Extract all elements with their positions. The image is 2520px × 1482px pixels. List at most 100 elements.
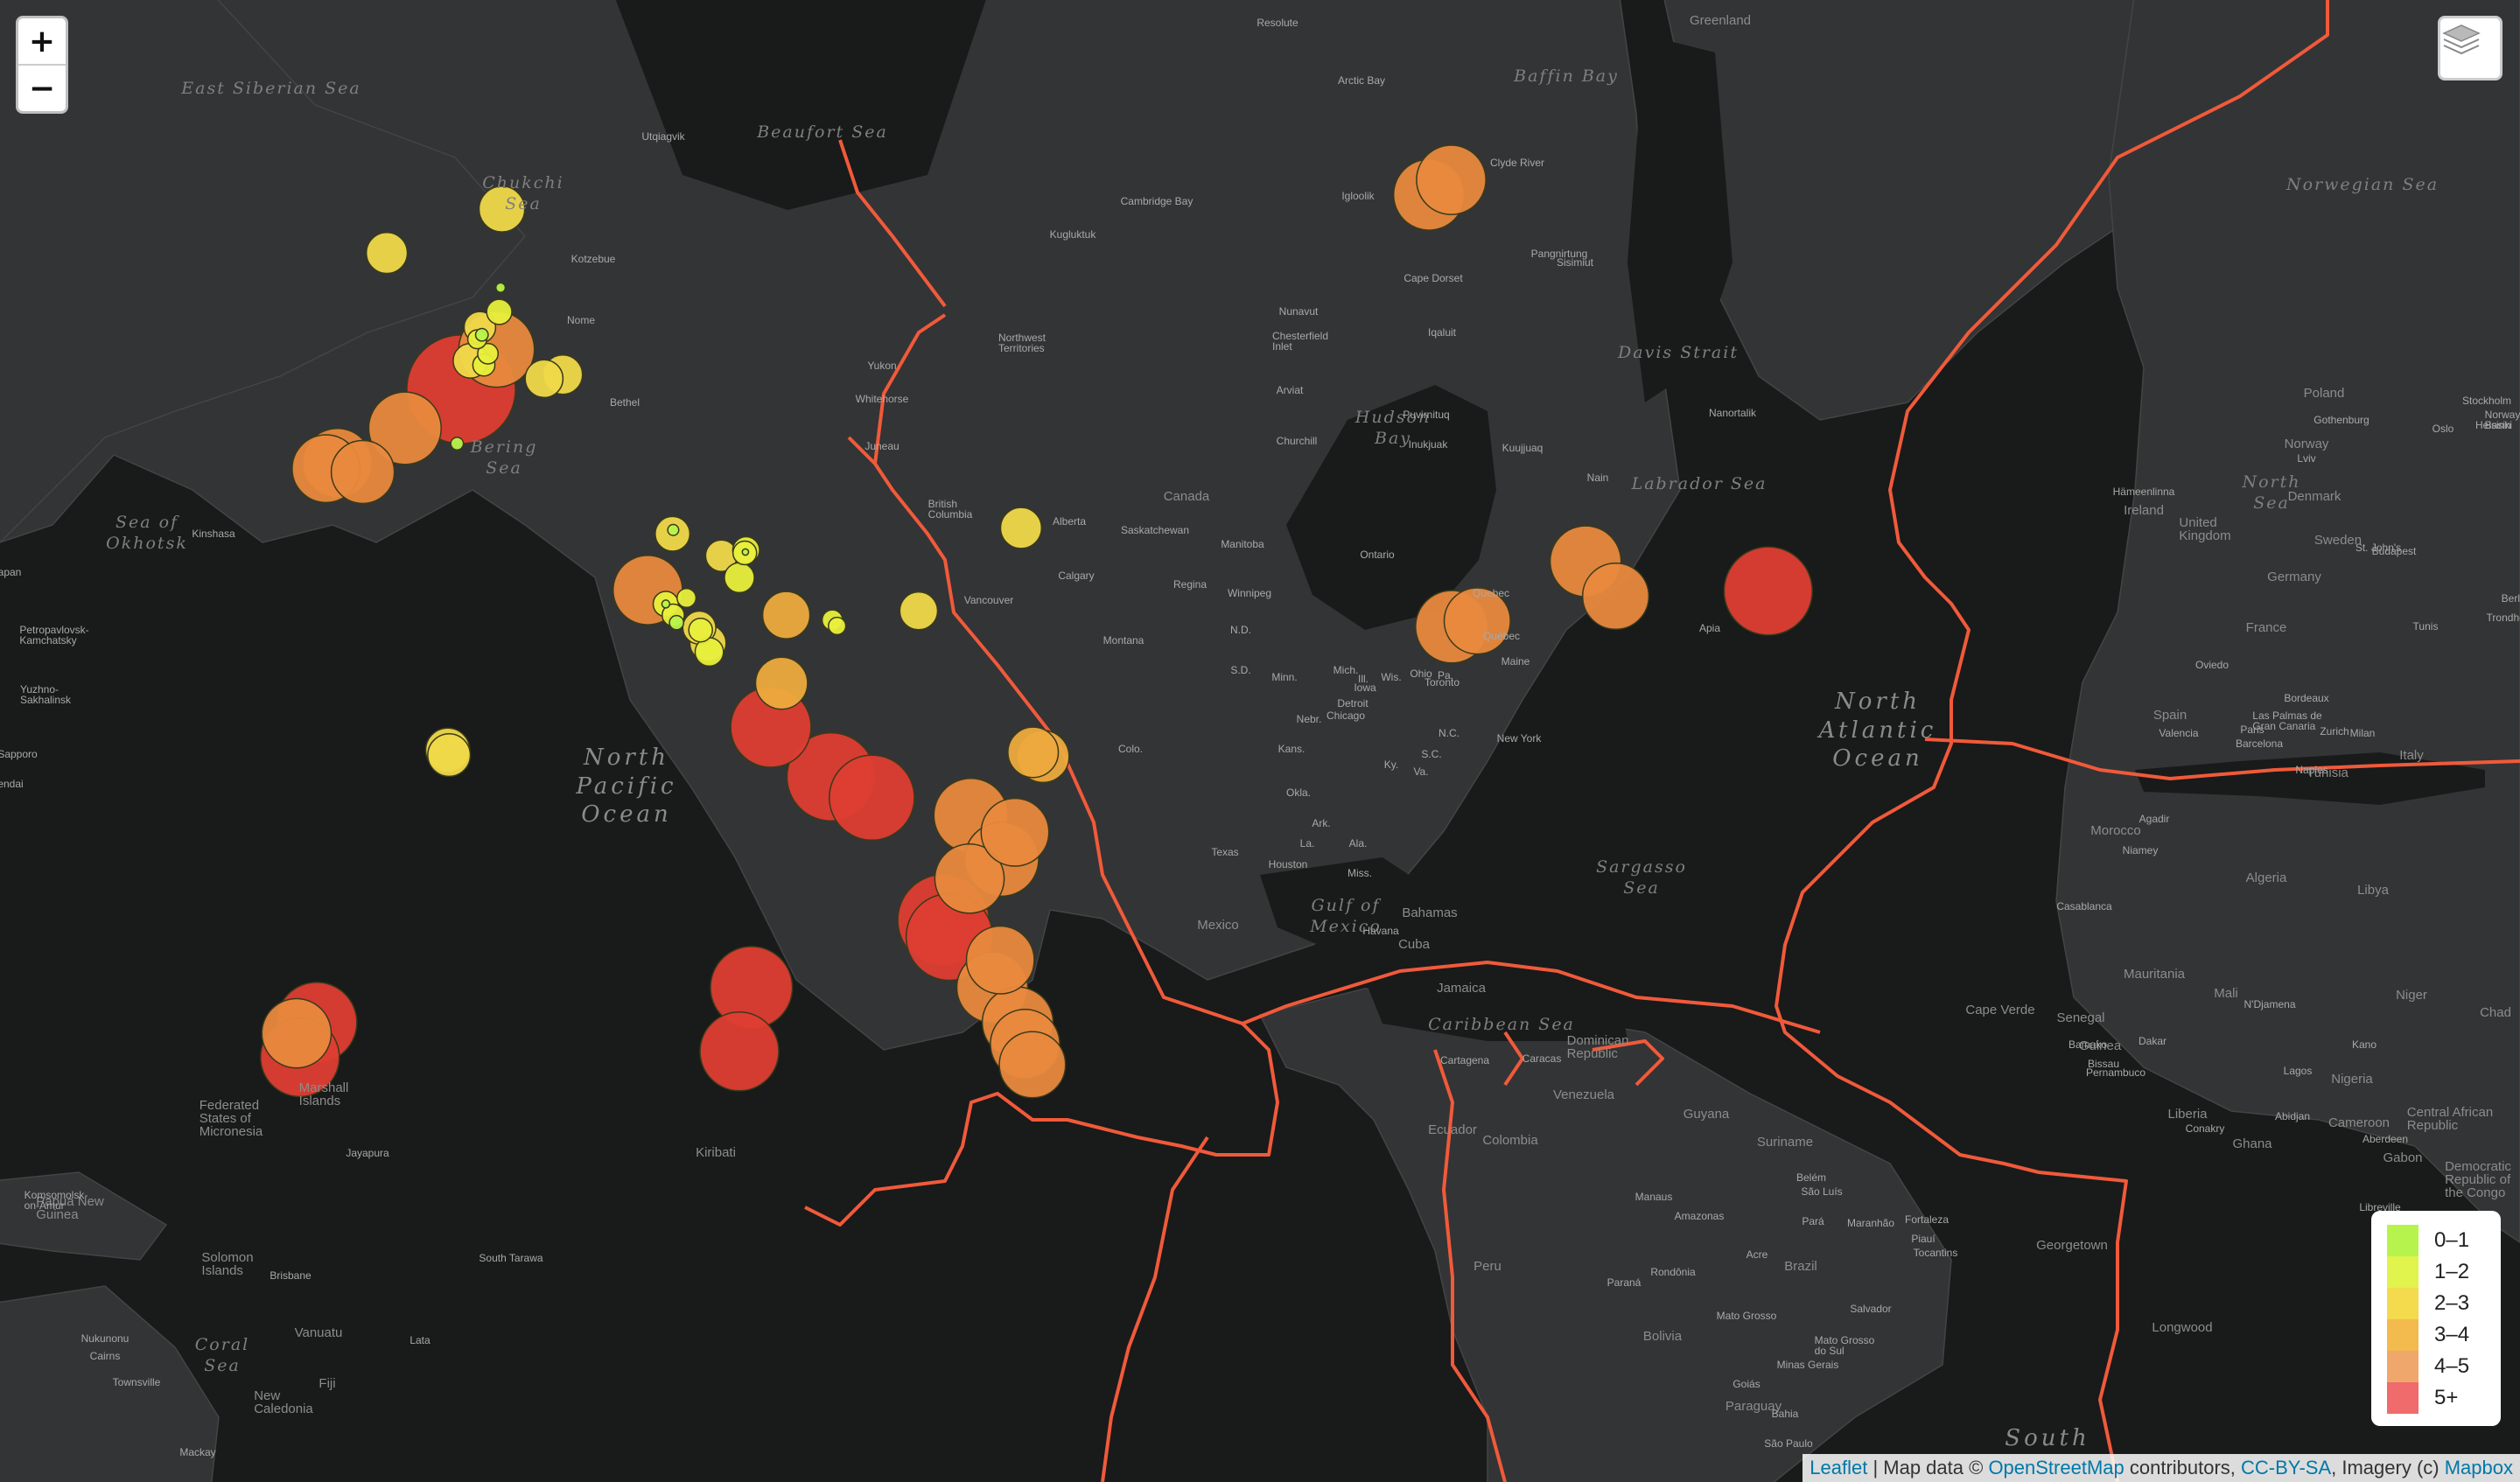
map-label-place: Mato Grosso do Sul [1814,1334,1875,1357]
map-label-place: Juneau [864,440,900,452]
map-label-place: Ark. [1312,817,1331,829]
caribbean-shape [1365,971,1628,1041]
earthquake-marker[interactable] [741,548,750,556]
legend-label: 5+ [2434,1386,2459,1409]
legend-item: 3–4 [2387,1319,2487,1351]
earthquake-marker[interactable] [524,359,564,399]
earthquake-marker[interactable] [829,754,915,842]
earthquake-marker[interactable] [965,925,1035,995]
map-label-place: La. [1299,837,1315,849]
map-label-place: Yukon [867,360,897,372]
map-label-place: Amazonas [1674,1210,1725,1222]
map-label-place: Cape Dorset [1404,272,1463,284]
map-label-place: Oslo [2432,423,2454,435]
earthquake-marker[interactable] [1007,726,1060,779]
map-label-place: Saskatchewan [1120,524,1190,536]
earthquake-marker[interactable] [761,591,811,640]
map-label-place: Helsinki [2474,419,2513,431]
earthquake-marker[interactable] [668,614,685,631]
earthquake-marker[interactable] [494,282,507,293]
earthquake-marker[interactable] [1723,546,1813,636]
map-label-place: Zurich [2320,725,2349,738]
map-label-countrie: Mali [2214,986,2238,1001]
earthquake-marker[interactable] [999,507,1043,549]
map-label-place: Libreville [2359,1201,2401,1213]
baffin-bay-shape [1628,35,1732,402]
earthquake-marker[interactable] [998,1031,1067,1099]
earthquake-marker[interactable] [478,185,526,233]
earthquake-marker[interactable] [661,599,671,609]
map-label-countrie: Nigeria [2331,1072,2373,1087]
map-label-place: S.C. [1421,748,1442,760]
magnitude-legend: 0–1 1–2 2–3 3–4 4–5 5+ [2371,1211,2501,1426]
map-attribution: Leaflet | Map data © OpenStreetMap contr… [1802,1454,2520,1482]
earthquake-marker[interactable] [934,842,1005,914]
earthquake-marker[interactable] [676,587,697,609]
zoom-in-button[interactable]: + [28,23,56,59]
map-label-place: Ill. [1358,673,1368,685]
map-label-place: N.D. [1230,624,1251,636]
map-label-sea: Coral Sea [194,1335,250,1375]
map-label-place: Kano [2351,1038,2377,1051]
earthquake-marker[interactable] [828,616,847,636]
earthquake-marker[interactable] [477,342,500,365]
map-label-place: Trondheim [2486,612,2520,624]
earthquake-marker[interactable] [724,562,755,594]
map-label-countrie: Germany [2267,570,2321,584]
earthquake-marker[interactable] [261,997,332,1069]
license-link[interactable]: CC-BY-SA [2241,1457,2332,1479]
plate-boundary-line [1503,1031,1524,1087]
map-label-place: Pangnirtung [1530,248,1588,260]
earthquake-marker[interactable] [980,797,1050,867]
earthquake-marker[interactable] [754,656,808,710]
map-label-place: Caracas [1522,1052,1562,1065]
map-label-place: Pará [1802,1215,1824,1227]
map-label-place: Rondônia [1650,1266,1696,1278]
map-label-countrie: Morocco [2090,823,2141,838]
osm-link[interactable]: OpenStreetMap [1988,1457,2124,1479]
earthquake-marker[interactable] [899,591,939,631]
earthquake-marker[interactable] [688,617,713,643]
map-label-place: Bordeaux [2284,692,2329,704]
zoom-out-button[interactable]: − [18,64,66,111]
map-label-place: Wis. [1381,671,1402,683]
mapbox-link[interactable]: Mapbox [2444,1457,2513,1479]
map-label-sea: Chukchi Sea [482,173,564,213]
map-label-countrie: Cameroon [2328,1115,2390,1130]
map-label-countrie: Bolivia [1642,1329,1683,1344]
map-label-place: Utqiagvik [641,130,685,143]
leaflet-link[interactable]: Leaflet [1810,1457,1868,1479]
legend-swatch [2387,1351,2418,1382]
earthquake-marker[interactable] [1581,562,1650,631]
map-label-countrie: Brazil [1784,1259,1817,1274]
earthquake-marker[interactable] [330,439,396,505]
earthquake-marker[interactable] [667,523,680,536]
map-label-countrie: Federated States of Micronesia [199,1098,263,1139]
gulf-of-mexico-shape [1260,857,1435,954]
earthquake-marker[interactable] [699,1011,780,1092]
map-label-place: Niamey [2122,844,2159,856]
map-label-place: Pa. [1437,669,1454,682]
map-label-place: Colo. [1117,743,1144,755]
earthquake-marker[interactable] [486,298,513,325]
earthquake-marker[interactable] [427,733,472,778]
earthquake-marker[interactable] [474,327,489,342]
map-label-place: Clyde River [1489,157,1545,169]
map-label-countrie: Gabon [2383,1150,2423,1165]
map-label-place: Sendai [0,778,24,790]
earthquake-marker[interactable] [450,437,465,451]
layer-control-button[interactable] [2438,16,2502,80]
earthquake-marker[interactable] [368,391,442,465]
map-label-place: Conakry [2185,1122,2225,1135]
map-label-countrie: Central African Republic [2406,1105,2494,1133]
map-label-place: Abidjan [2274,1110,2311,1122]
map-label-place: São Paulo [1764,1437,1813,1450]
map-label-countrie: Canada [1163,489,1210,504]
map-label-place: Ala. [1348,837,1368,849]
map-label-place: Northwest Territories [998,332,1046,354]
earthquake-marker[interactable] [1416,144,1487,215]
earthquake-marker[interactable] [1443,587,1511,655]
earthquake-marker[interactable] [365,231,409,275]
